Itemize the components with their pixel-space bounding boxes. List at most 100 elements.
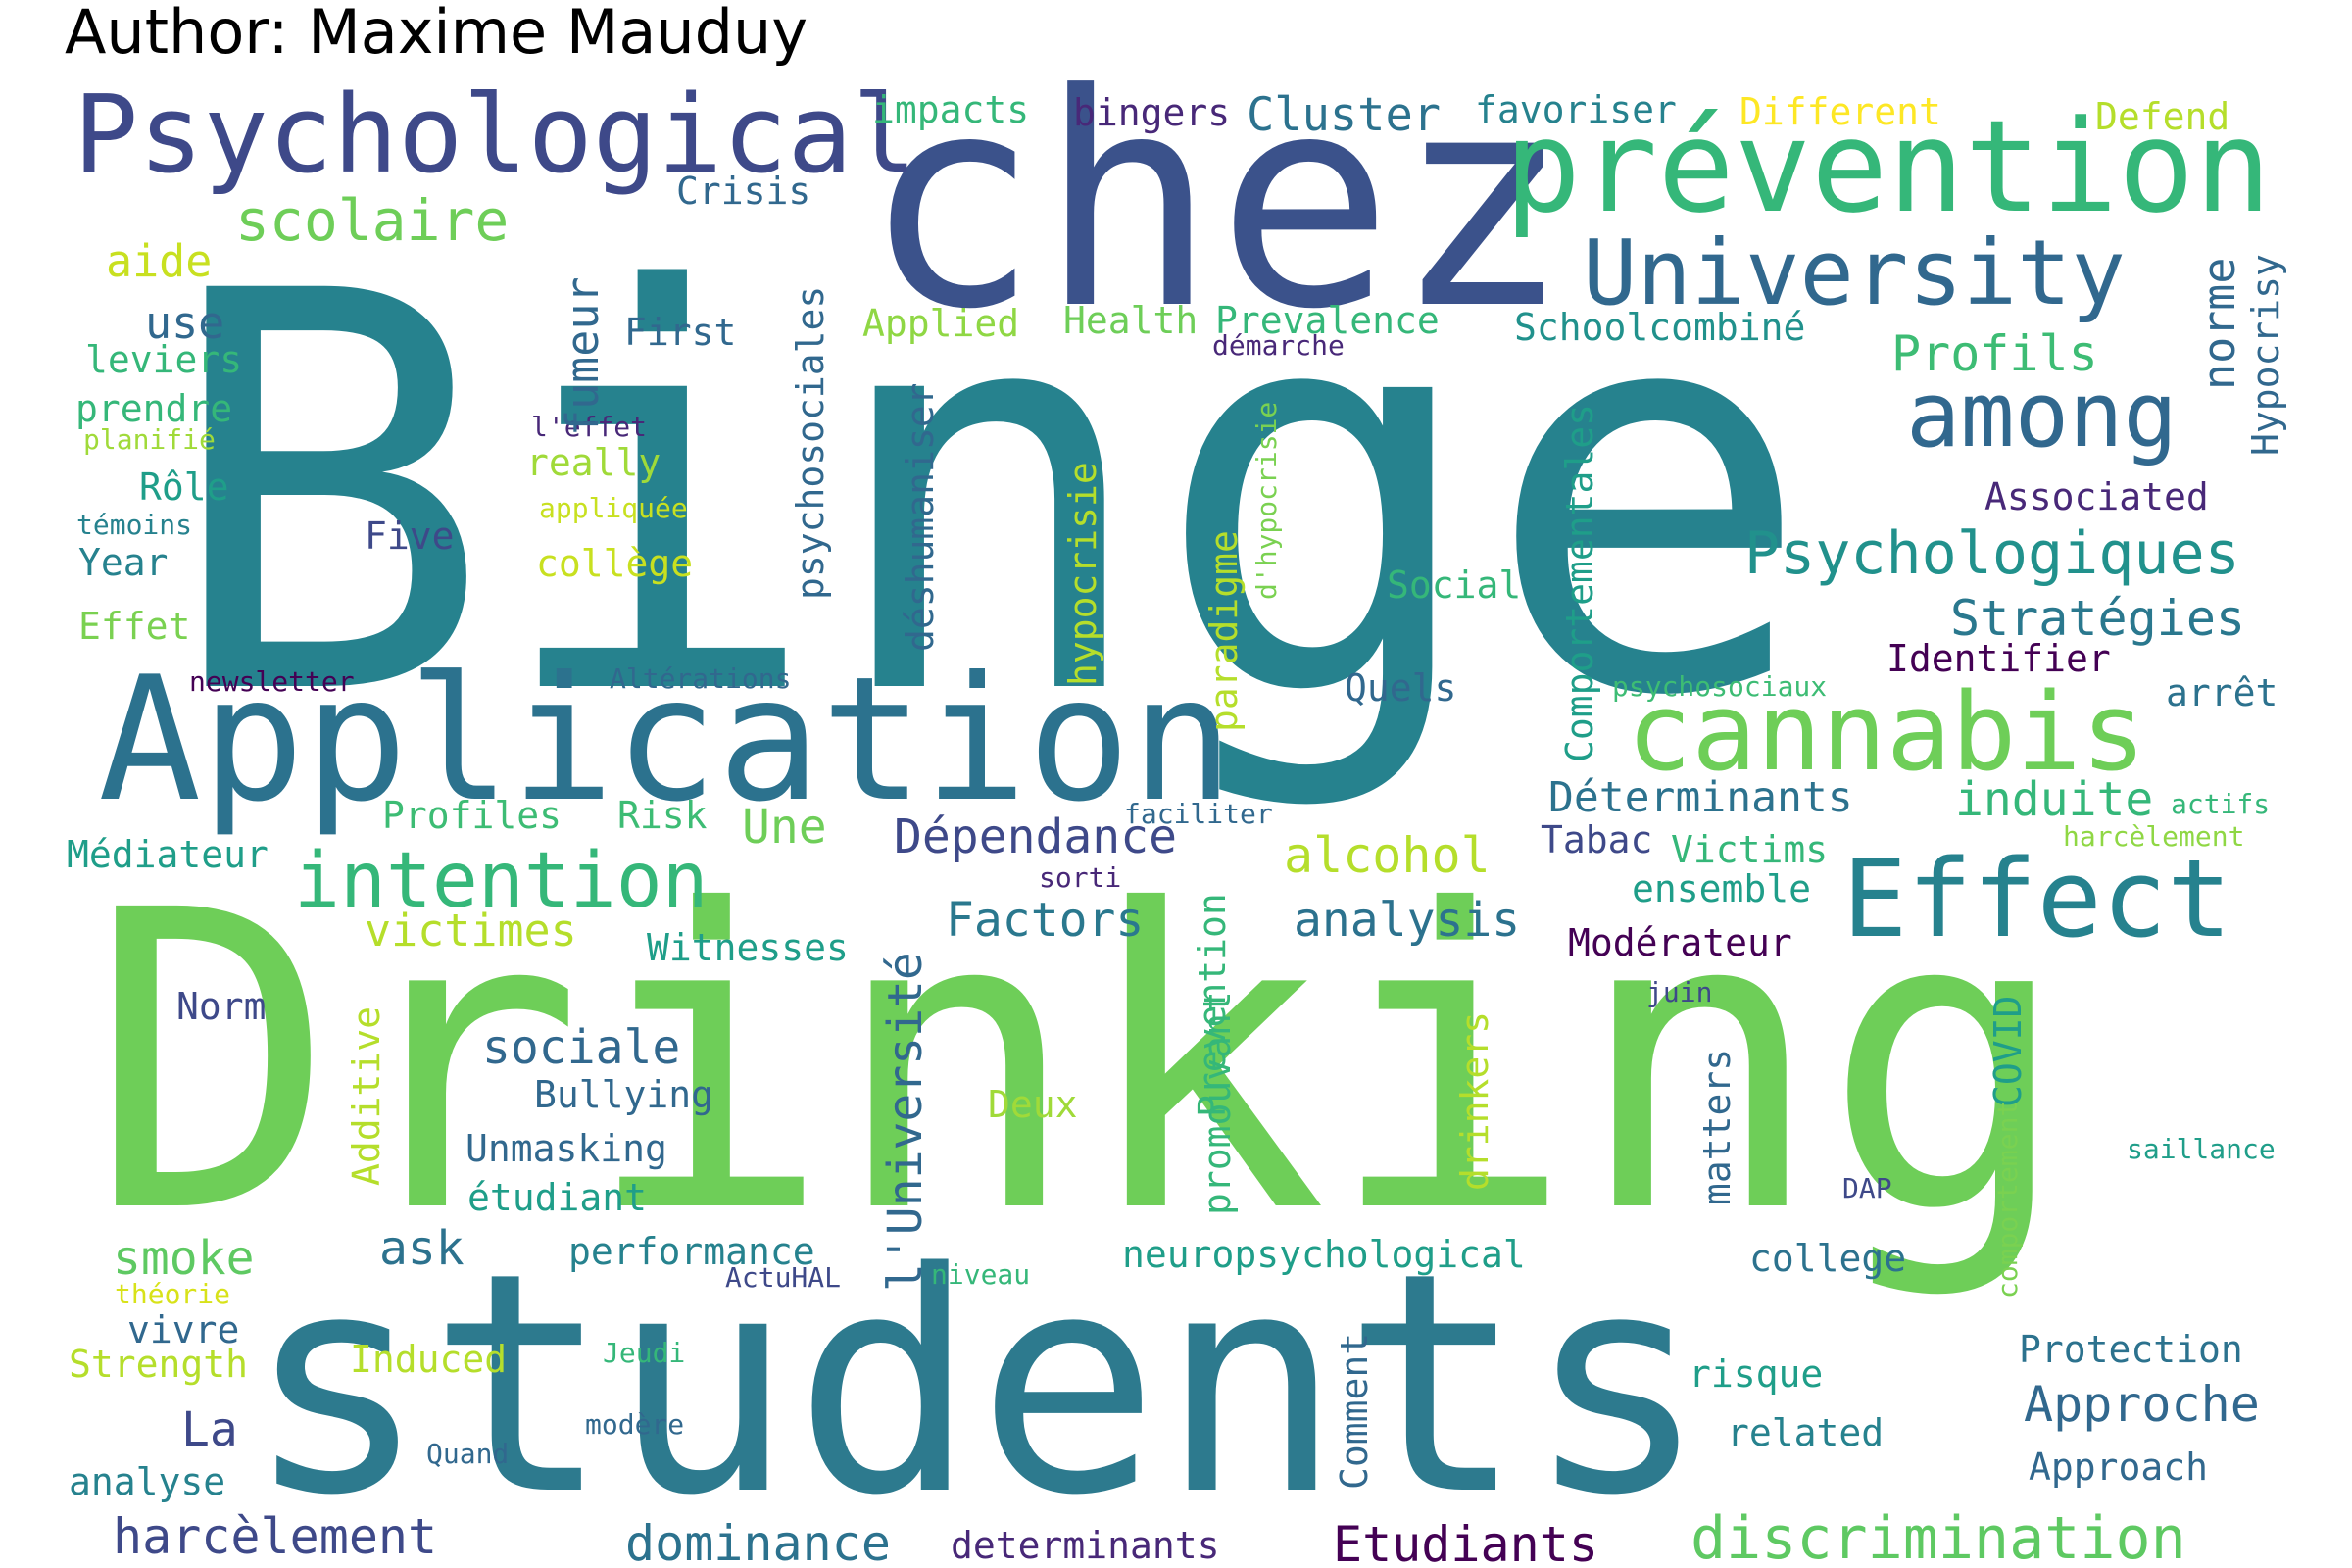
word-quand: Quand bbox=[426, 1438, 509, 1470]
word-additive: Additive bbox=[345, 1006, 388, 1186]
word-bingers: bingers bbox=[1073, 91, 1230, 134]
word-harcelement: harcèlement bbox=[2063, 820, 2244, 853]
word-leviers: leviers bbox=[85, 338, 242, 381]
word-university: University bbox=[1583, 220, 2126, 325]
word-psychosociaux: psychosociaux bbox=[1612, 670, 1827, 703]
word-protection: Protection bbox=[2019, 1328, 2243, 1371]
word-effect: Effect bbox=[1842, 836, 2231, 961]
word-prevalence: Prevalence bbox=[1215, 299, 1440, 342]
word-ensemble: ensemble bbox=[1632, 867, 1811, 910]
word-approche: Approche bbox=[2024, 1376, 2260, 1433]
word-health: Health bbox=[1063, 299, 1198, 342]
word-prevention: prévention bbox=[1504, 92, 2272, 241]
word-d-hypocrisie: d'hypocrisie bbox=[1250, 402, 1283, 600]
word-use: use bbox=[145, 297, 224, 349]
word-hypocrisy: Hypocrisy bbox=[2244, 254, 2287, 456]
word-mediateur: Médiateur bbox=[67, 833, 269, 876]
word-strategies: Stratégies bbox=[1950, 590, 2245, 647]
word-analyse: analyse bbox=[69, 1460, 225, 1503]
word-determinants: determinants bbox=[951, 1524, 1220, 1567]
word-drinkers: drinkers bbox=[1453, 1011, 1496, 1191]
word-schoolcombine: Schoolcombiné bbox=[1514, 306, 1805, 349]
word-comportementales: Comportementales bbox=[1558, 404, 1601, 762]
word-planifie: planifié bbox=[83, 423, 216, 456]
word-students: students bbox=[245, 1208, 1708, 1562]
word-paradigme: paradigme bbox=[1202, 530, 1246, 732]
word-bullying: Bullying bbox=[534, 1073, 713, 1116]
word-cannabis: cannabis bbox=[1627, 669, 2146, 795]
word-fumeur: fumeur bbox=[557, 276, 609, 436]
word-victimes: victimes bbox=[365, 905, 577, 956]
word-norme: norme bbox=[2193, 258, 2245, 390]
word-hypocrisie: hypocrisie bbox=[1061, 462, 1104, 686]
word-tabac: Tabac bbox=[1541, 818, 1652, 861]
word-strength: Strength bbox=[69, 1343, 248, 1386]
word-niveau: niveau bbox=[931, 1258, 1030, 1291]
word-une: Une bbox=[742, 800, 827, 855]
word-dap: DAP bbox=[1842, 1172, 1892, 1204]
word-among: among bbox=[1906, 363, 2178, 467]
word-norm: Norm bbox=[176, 985, 267, 1028]
word-unmasking: Unmasking bbox=[466, 1127, 667, 1170]
word-approach: Approach bbox=[2029, 1446, 2208, 1489]
word-harcelement: harcèlement bbox=[113, 1508, 437, 1565]
word-psychological: Psychological bbox=[74, 72, 917, 197]
word-actuhal: ActuHAL bbox=[725, 1261, 841, 1294]
word-aide: aide bbox=[106, 235, 212, 287]
word-prendre: prendre bbox=[75, 387, 232, 430]
word-etudiant: étudiant bbox=[467, 1176, 647, 1219]
word-performance: performance bbox=[568, 1230, 815, 1273]
word-favoriser: favoriser bbox=[1475, 88, 1677, 131]
word-psychosociales: psychosociales bbox=[789, 286, 832, 600]
word-college: college bbox=[1749, 1237, 1906, 1280]
word-effet: Effet bbox=[78, 605, 190, 648]
word-jeudi: Jeudi bbox=[603, 1337, 685, 1369]
word-chez: chez bbox=[862, 31, 1570, 373]
word-determinants: Déterminants bbox=[1548, 773, 1853, 822]
word-l-effet: l'effet bbox=[531, 411, 647, 443]
word-impacts: impacts bbox=[872, 88, 1029, 131]
word-profils: Profils bbox=[1891, 325, 2098, 382]
word-risk: Risk bbox=[617, 794, 708, 837]
word-related: related bbox=[1727, 1411, 1884, 1454]
word-role: Rôle bbox=[139, 466, 229, 509]
word-application: Application bbox=[98, 641, 1234, 840]
word-appliquee: appliquée bbox=[539, 492, 688, 524]
word-promouvant: promouvant bbox=[1196, 991, 1239, 1215]
word-applied: Applied bbox=[862, 302, 1019, 345]
word-scolaire: scolaire bbox=[235, 187, 509, 254]
word-actifs: actifs bbox=[2171, 788, 2270, 820]
word-dominance: dominance bbox=[625, 1515, 891, 1568]
word-moderateur: Modérateur bbox=[1568, 921, 1792, 964]
word-social: Social bbox=[1387, 564, 1521, 607]
word-defend: Defend bbox=[2095, 95, 2230, 138]
word-faciliter: faciliter bbox=[1124, 798, 1273, 830]
word-induced: Induced bbox=[350, 1338, 507, 1381]
word-saillance: saillance bbox=[2127, 1133, 2276, 1165]
word-modere: modère bbox=[585, 1408, 684, 1441]
word-matters: matters bbox=[1695, 1049, 1739, 1205]
word-arret: arrêt bbox=[2166, 671, 2278, 714]
word-sorti: sorti bbox=[1039, 861, 1121, 894]
word-juin: juin bbox=[1646, 976, 1712, 1008]
word-cluster: Cluster bbox=[1247, 88, 1441, 142]
word-year: Year bbox=[78, 541, 169, 584]
word-la: La bbox=[181, 1402, 238, 1457]
word-induite: induite bbox=[1955, 772, 2153, 827]
word-newsletter: newsletter bbox=[189, 665, 355, 698]
word-psychologiques: Psychologiques bbox=[1744, 519, 2240, 588]
word-demarche: démarche bbox=[1212, 329, 1345, 362]
word-covid: COVID bbox=[1986, 996, 2030, 1107]
word-ask: ask bbox=[379, 1221, 465, 1276]
word-temoins: témoins bbox=[76, 509, 192, 541]
word-witnesses: Witnesses bbox=[647, 926, 849, 969]
author-label: Author: Maxime Mauduy bbox=[65, 0, 808, 68]
word-five: Five bbox=[365, 514, 455, 558]
word-neuropsychological: neuropsychological bbox=[1122, 1233, 1526, 1276]
word-college: collège bbox=[536, 542, 693, 585]
word-discrimination: discrimination bbox=[1690, 1504, 2186, 1568]
word-alterations: Altérations bbox=[610, 662, 791, 695]
word-profiles: Profiles bbox=[382, 794, 562, 837]
word-etudiants: Etudiants bbox=[1333, 1516, 1598, 1568]
